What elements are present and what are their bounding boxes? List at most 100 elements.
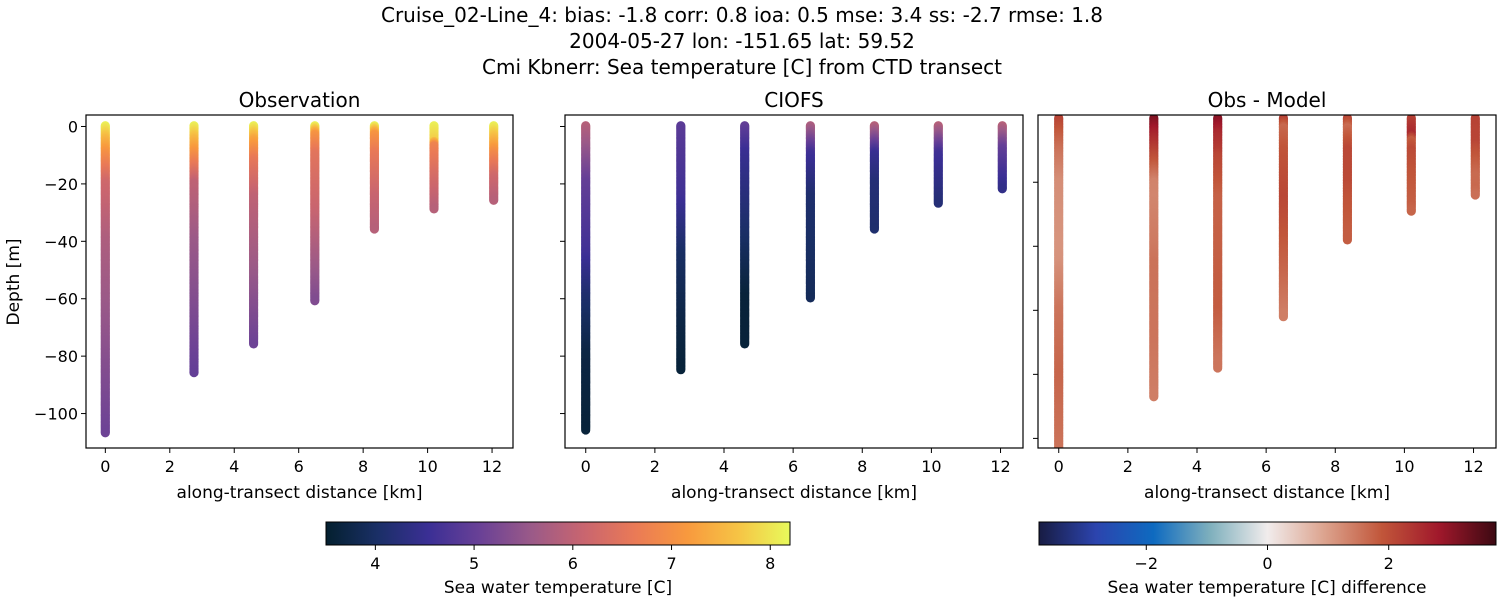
data-point	[997, 184, 1007, 194]
x-tick-label: 2	[1123, 457, 1133, 476]
station-profile-3	[310, 121, 320, 306]
x-tick-label: 10	[921, 457, 941, 476]
data-point	[740, 339, 750, 349]
x-tick-label: 10	[1394, 457, 1414, 476]
colorbar-gradient	[325, 521, 791, 546]
data-point	[249, 339, 259, 349]
y-tick-label: −20	[44, 175, 78, 194]
figure-title-line-1: Cruise_02-Line_4: bias: -1.8 corr: 0.8 i…	[381, 3, 1103, 27]
station-profile-2	[740, 121, 750, 349]
colorbar-gradient	[1038, 521, 1497, 546]
axes-frame	[1037, 114, 1497, 449]
data-point	[310, 296, 320, 306]
x-tick-label: 12	[990, 457, 1010, 476]
panel-observation: Observation 0 2 4 6 8 10 12 0 −20 −40 −60 −80 −100 alo…	[34, 88, 514, 503]
colorbars: 4 5 6 7 8 Sea water temperature [C] −2 0 2 Sea wa…	[325, 521, 1497, 598]
x-tick-label: 4	[1192, 457, 1202, 476]
station-profile-6	[997, 121, 1007, 194]
station-profile-5	[429, 121, 439, 214]
colorbar-balance: −2 0 2 Sea water temperature [C] difference	[1038, 521, 1497, 598]
x-tick-label: 0	[581, 457, 591, 476]
scatter-points	[1054, 115, 1480, 448]
data-point	[581, 425, 591, 435]
station-profile-0	[1054, 115, 1064, 448]
panel-title: Observation	[239, 88, 361, 112]
station-profile-3	[1278, 115, 1288, 322]
data-point	[1342, 235, 1352, 245]
station-profile-2	[249, 121, 259, 349]
x-tick-label: 8	[358, 457, 368, 476]
colorbar-tick-label: 6	[568, 554, 578, 573]
x-tick-label: 8	[1330, 457, 1340, 476]
scatter-points	[100, 121, 499, 438]
x-tick-label: 10	[417, 457, 437, 476]
station-profile-0	[581, 121, 591, 435]
y-tick-label: 0	[68, 117, 78, 136]
axes-frame	[564, 114, 1024, 449]
panel-obs-model: Obs - Model 0 2 4 6 8 10 12 along-transect dista…	[1033, 88, 1497, 503]
y-tick-label: −100	[34, 405, 78, 424]
station-profile-5	[933, 121, 943, 208]
station-profile-4	[869, 121, 880, 234]
station-profile-0	[100, 121, 110, 438]
panel-title: CIOFS	[764, 88, 823, 112]
station-profile-6	[489, 121, 499, 205]
data-point	[805, 293, 816, 303]
colorbar-tick-label: 4	[370, 554, 380, 573]
y-axis-label: Depth [m]	[4, 238, 24, 325]
colorbar-tick-label: 2	[1384, 554, 1394, 573]
station-profile-1	[676, 121, 686, 375]
y-tick-label: −60	[44, 290, 78, 309]
station-profile-4	[1342, 115, 1352, 245]
scatter-points	[581, 121, 1007, 435]
panels: Observation 0 2 4 6 8 10 12 0 −20 −40 −60 −80 −100 alo…	[34, 88, 1497, 503]
figure-title-line-3: Cmi Kbnerr: Sea temperature [C] from CTD…	[482, 55, 1002, 79]
x-tick-label: 0	[1054, 457, 1064, 476]
station-profile-1	[189, 121, 199, 378]
colorbar-thermal: 4 5 6 7 8 Sea water temperature [C]	[325, 521, 791, 598]
station-profile-5	[1406, 115, 1416, 216]
x-tick-label: 4	[229, 457, 239, 476]
data-point	[1278, 312, 1288, 322]
y-tick-label: −80	[44, 347, 78, 366]
x-tick-label: 12	[482, 457, 502, 476]
x-tick-label: 2	[165, 457, 175, 476]
colorbar-tick-label: 7	[666, 554, 676, 573]
station-profile-4	[369, 121, 379, 234]
colorbar-tick-label: 0	[1262, 554, 1272, 573]
data-point	[369, 224, 379, 234]
colorbar-label: Sea water temperature [C]	[444, 578, 672, 598]
data-point	[429, 204, 439, 214]
data-point	[933, 198, 943, 208]
colorbar-tick-label: 8	[765, 554, 775, 573]
data-point	[489, 195, 499, 205]
station-profile-3	[805, 121, 816, 303]
x-tick-label: 8	[857, 457, 867, 476]
x-axis-label: along-transect distance [km]	[1144, 483, 1390, 503]
colorbar-tick-label: 5	[469, 554, 479, 573]
x-tick-label: 0	[100, 457, 110, 476]
station-profile-2	[1213, 115, 1223, 373]
figure-title-line-2: 2004-05-27 lon: -151.65 lat: 59.52	[569, 29, 915, 53]
colorbar-label: Sea water temperature [C] difference	[1107, 578, 1426, 598]
x-tick-label: 2	[650, 457, 660, 476]
x-axis-label: along-transect distance [km]	[177, 483, 423, 503]
station-profile-1	[1149, 115, 1159, 402]
x-tick-label: 4	[719, 457, 729, 476]
x-tick-label: 6	[788, 457, 798, 476]
panel-ciofs: CIOFS 0 2 4 6 8 10 12 along-transect distance [k…	[560, 88, 1024, 503]
x-axis-label: along-transect distance [km]	[671, 483, 917, 503]
x-tick-label: 6	[294, 457, 304, 476]
colorbar-tick-label: −2	[1134, 554, 1158, 573]
data-point	[1470, 190, 1480, 200]
station-profile-6	[1470, 115, 1480, 200]
data-point	[869, 224, 880, 234]
x-tick-label: 6	[1261, 457, 1271, 476]
data-point	[1406, 206, 1416, 216]
data-point	[100, 428, 110, 438]
data-point	[1149, 392, 1159, 402]
axes-frame	[85, 114, 514, 449]
y-tick-label: −40	[44, 232, 78, 251]
data-point	[1213, 363, 1223, 373]
